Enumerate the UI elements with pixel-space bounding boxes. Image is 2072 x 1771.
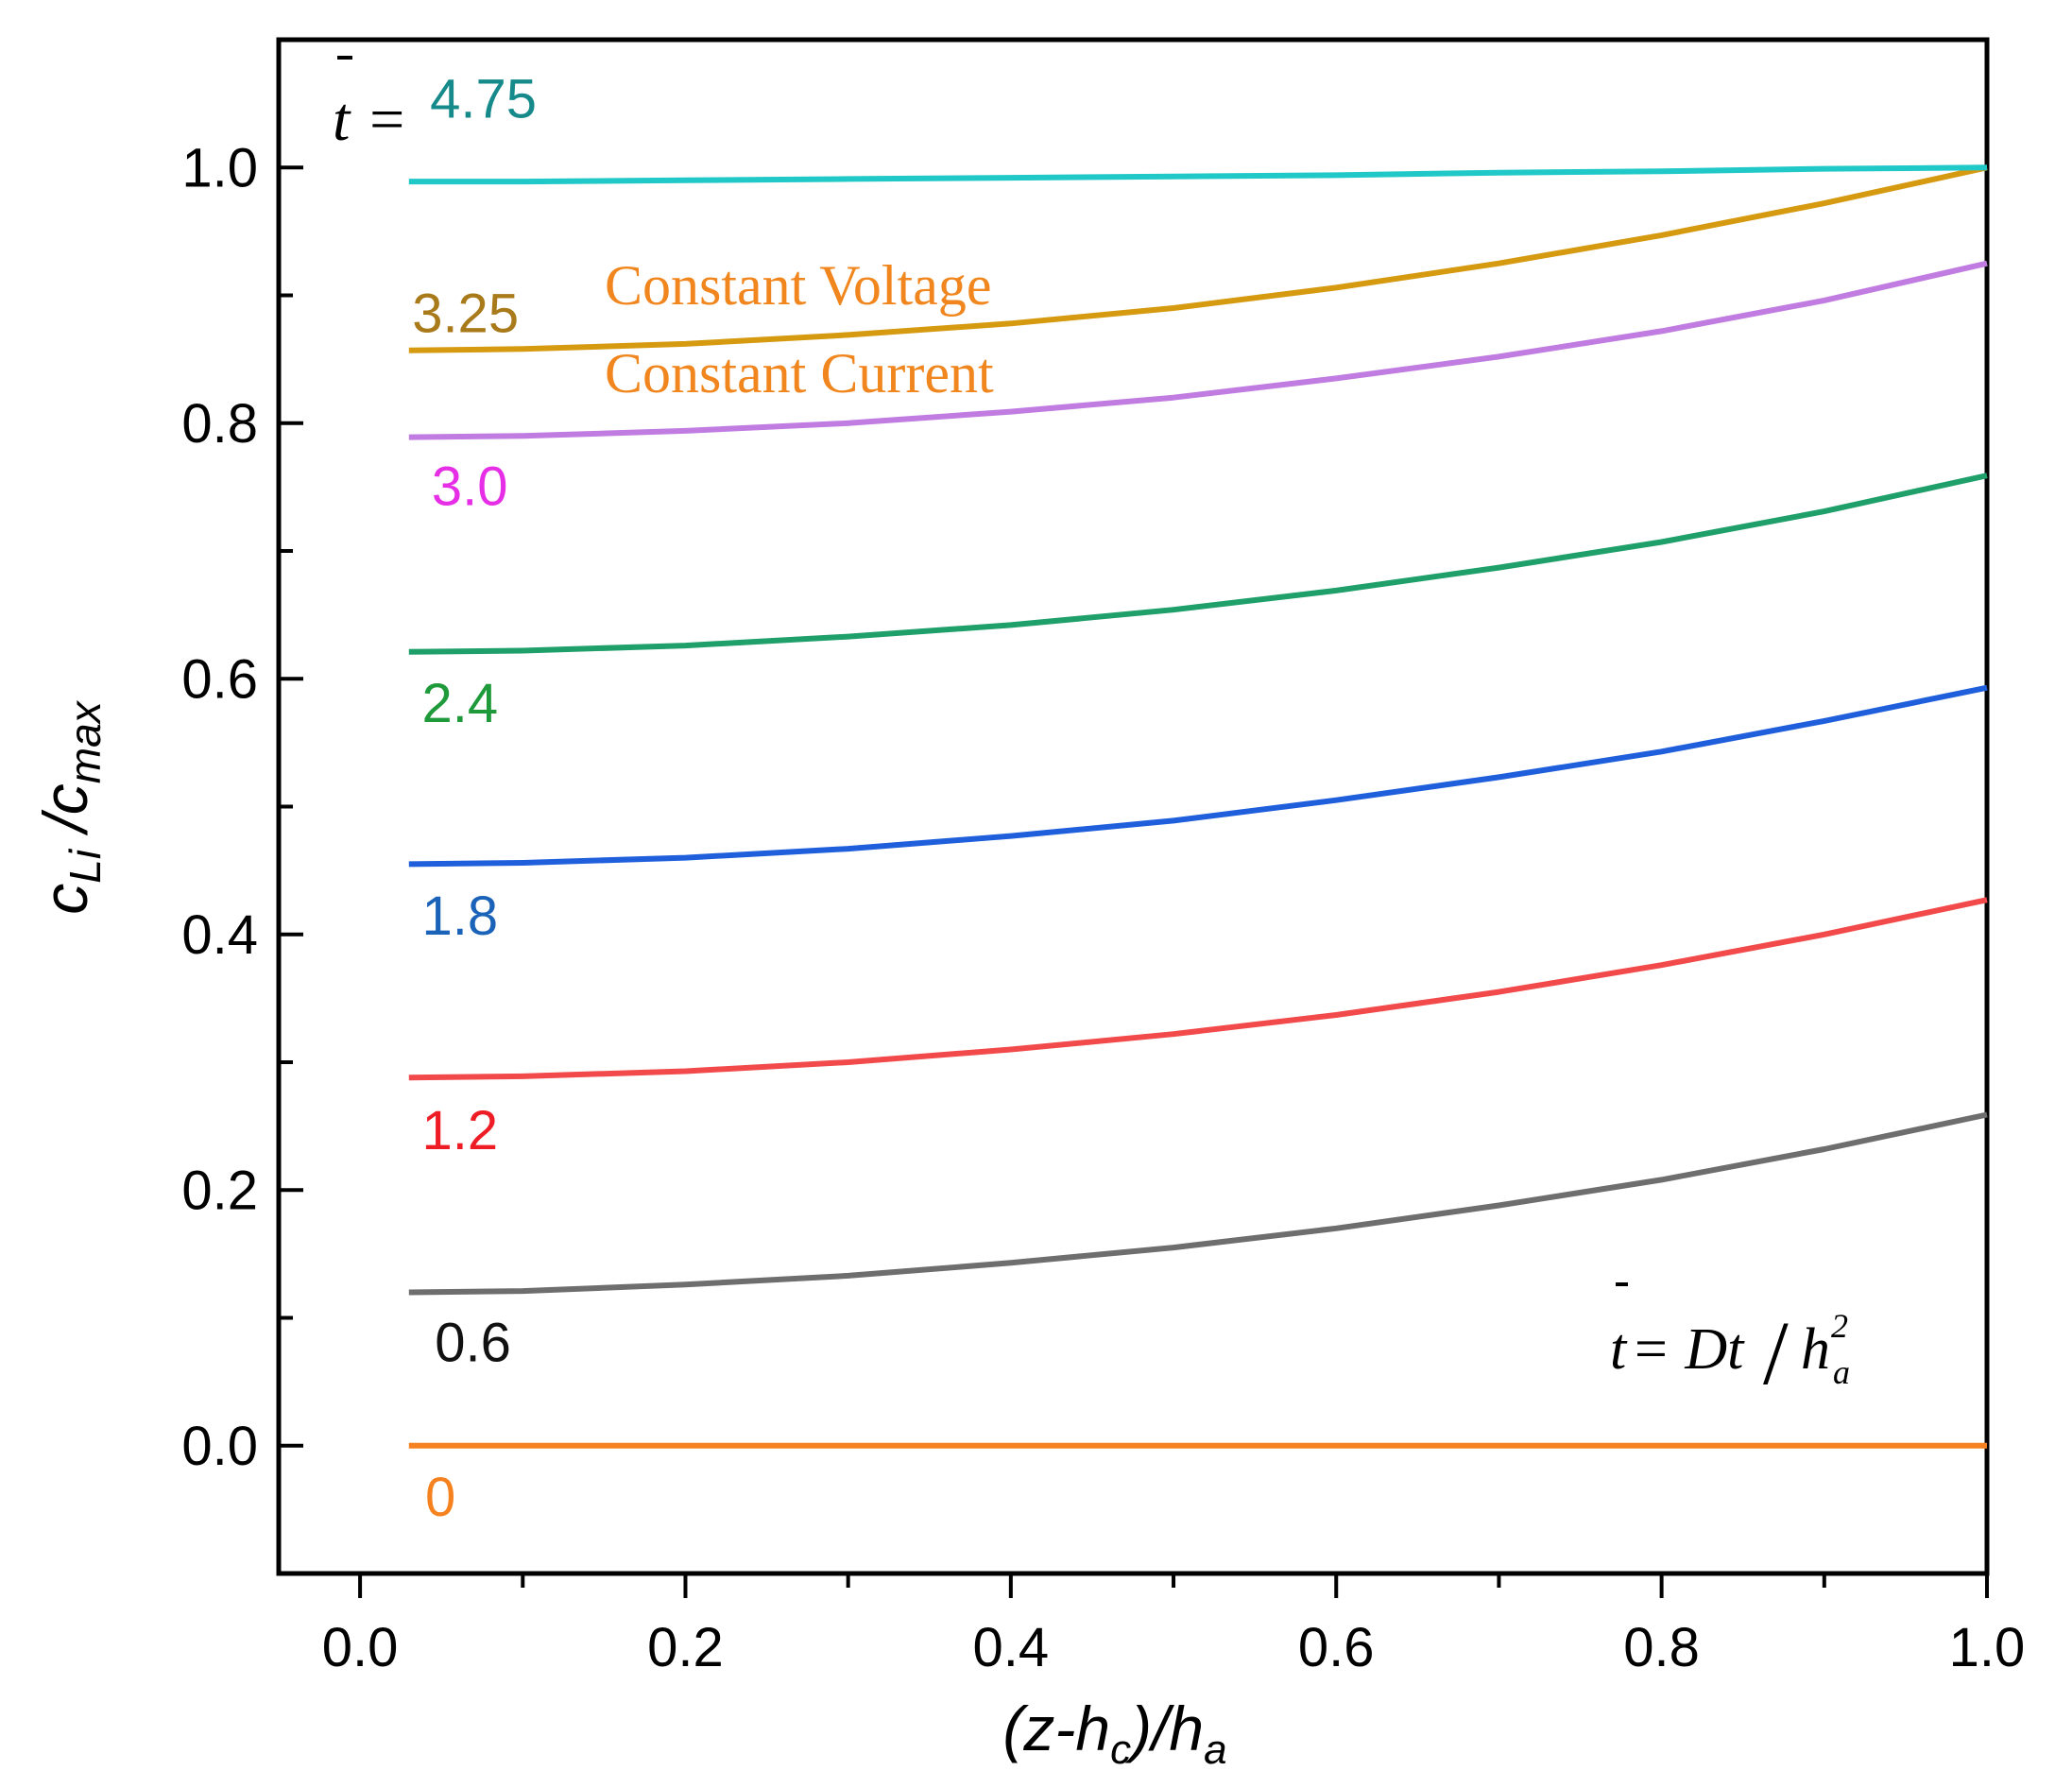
- formula-eq: = Dt: [1631, 1317, 1745, 1382]
- curve-t-0-6: [408, 1111, 1988, 1296]
- x-axis-title: (z-hc)/ha: [1002, 1694, 1226, 1771]
- constant-current-label: Constant Current: [605, 342, 994, 404]
- y-tick-label: 0.2: [181, 1160, 258, 1221]
- curve-t-3-0: [408, 260, 1988, 440]
- y-tick-label: 1.0: [181, 137, 258, 198]
- t-bar-prefix: t =: [333, 56, 407, 154]
- curve-label-1-2: 1.2: [422, 1100, 499, 1161]
- formula-subscript: a: [1833, 1353, 1850, 1391]
- curve-label-3-0: 3.0: [432, 456, 508, 517]
- curve-t-4-75: [408, 164, 1988, 185]
- curve-label-2-4: 2.4: [422, 673, 499, 734]
- t-prefix-label: t =: [333, 85, 407, 154]
- curve-t-1-2: [408, 897, 1988, 1081]
- formula-h: h: [1801, 1317, 1830, 1382]
- constant-voltage-label: Constant Voltage: [605, 254, 991, 317]
- formula-superscript: 2: [1831, 1307, 1848, 1345]
- x-tick-label: 0.4: [973, 1617, 1050, 1678]
- curve-t-1-8: [408, 684, 1988, 868]
- x-tick-label: 0.6: [1298, 1617, 1375, 1678]
- y-tick-label: 0.4: [181, 904, 258, 966]
- y-tick-label: 0.0: [181, 1416, 258, 1477]
- curve-t-2-4: [408, 473, 1988, 655]
- curve-label-4-75: 4.75: [430, 69, 537, 130]
- time-formula: t = Dt / h 2 a: [1610, 1282, 1850, 1403]
- curve-label-layer: 0 0.6 1.2 1.8 2.4 3.0 3.25 4.75: [412, 69, 537, 1529]
- curve-label-0: 0: [425, 1467, 455, 1528]
- axis-ticks: [279, 165, 1989, 1598]
- y-tick-label: 0.6: [181, 648, 258, 710]
- axis-tick-labels: 0.0 0.2 0.4 0.6 0.8 1.0 0.0 0.2 0.4 0.6 0.8 1.0: [181, 137, 2025, 1678]
- curve-label-0-6: 0.6: [435, 1312, 511, 1373]
- curve-label-1-8: 1.8: [422, 886, 499, 947]
- y-axis-title: cLi /cmax: [30, 699, 110, 914]
- formula-slash: /: [1763, 1302, 1789, 1403]
- y-tick-label: 0.8: [181, 393, 258, 455]
- formula-t: t: [1610, 1317, 1628, 1382]
- x-tick-label: 0.2: [647, 1617, 724, 1678]
- curve-label-3-25: 3.25: [412, 284, 519, 345]
- curve-t-3-25: [408, 164, 1988, 353]
- x-tick-label: 0.8: [1623, 1617, 1700, 1678]
- x-tick-label: 0.0: [322, 1617, 399, 1678]
- curve-layer: [408, 164, 1988, 1449]
- x-tick-label: 1.0: [1949, 1617, 2026, 1678]
